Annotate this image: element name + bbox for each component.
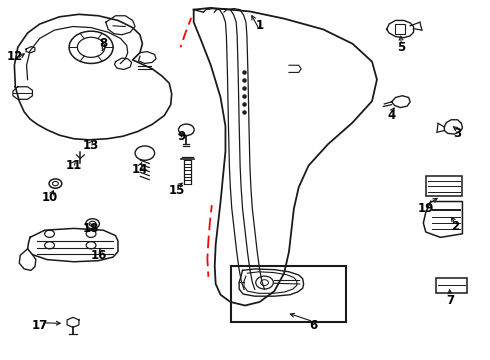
Text: 4: 4 [388, 109, 396, 122]
Text: 19: 19 [417, 202, 434, 215]
Bar [231, 266, 346, 321]
Text: 1: 1 [256, 19, 264, 32]
Text: 15: 15 [169, 184, 185, 197]
Text: 12: 12 [6, 50, 23, 63]
Text: 16: 16 [90, 249, 107, 262]
Text: 13: 13 [83, 139, 99, 152]
Text: 5: 5 [397, 41, 406, 54]
Text: 11: 11 [66, 159, 82, 172]
Text: 18: 18 [83, 222, 99, 235]
Text: 2: 2 [451, 220, 459, 233]
Text: 10: 10 [42, 192, 58, 204]
Text: 17: 17 [32, 319, 48, 332]
Text: 7: 7 [446, 294, 454, 307]
Text: 3: 3 [453, 127, 462, 140]
Bar [436, 278, 467, 293]
Text: 8: 8 [99, 37, 107, 50]
Text: 6: 6 [309, 319, 318, 332]
Bar [426, 176, 463, 196]
Text: 9: 9 [177, 130, 186, 144]
Bar [395, 24, 405, 34]
Text: 14: 14 [132, 163, 148, 176]
